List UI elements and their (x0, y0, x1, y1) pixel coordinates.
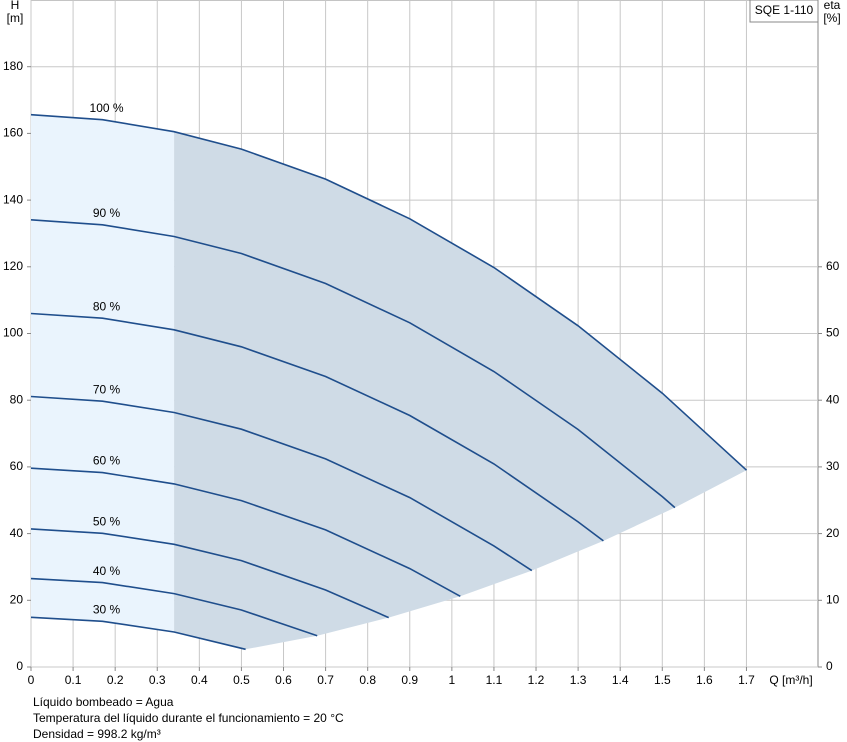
curve (30, 616, 246, 651)
curve (30, 219, 676, 509)
region-light (31, 114, 175, 632)
x-tick-label: 0.1 (65, 673, 82, 687)
y-tick-label: 20 (10, 592, 24, 606)
note: Densidad = 998.2 kg/m³ (33, 727, 161, 741)
y-axis-label: [m] (7, 11, 24, 25)
curve (30, 467, 461, 598)
y-tick-label: 100 (3, 326, 23, 340)
curves (30, 113, 748, 651)
x-tick-label: 0.4 (191, 673, 208, 687)
note: Líquido bombeado = Agua (33, 695, 174, 709)
curve-label: 70 % (93, 382, 121, 396)
y-tick-label: 160 (3, 126, 23, 140)
x-tick-label: 0.5 (233, 673, 250, 687)
y-tick-label: 180 (3, 59, 23, 73)
y2-tick-label: 40 (826, 392, 840, 406)
y2-tick-label: 60 (826, 259, 840, 273)
y-axis-label: H (11, 0, 20, 12)
curve (30, 312, 604, 542)
x-tick-label: 0 (28, 673, 35, 687)
curve-label: 90 % (93, 206, 121, 220)
curve-label: 50 % (93, 514, 121, 528)
x-tick-label: 0.7 (317, 673, 334, 687)
curve (30, 577, 318, 637)
curve-label: 80 % (93, 299, 121, 313)
legend-box (749, 0, 819, 23)
x-tick-label: 0.8 (359, 673, 376, 687)
x-tick-label: 1.6 (696, 673, 713, 687)
y2-tick-label: 20 (826, 526, 840, 540)
curve (30, 113, 748, 471)
x-tick-label: 1 (449, 673, 456, 687)
y-tick-label: 60 (10, 459, 24, 473)
x-tick-label: 0.3 (149, 673, 166, 687)
x-tick-label: 0.2 (107, 673, 124, 687)
y-tick-label: 40 (10, 526, 24, 540)
y-tick-label: 120 (3, 259, 23, 273)
chart: SQE 1-110 H [m] eta [%] Q [m³/h] 0 0.1 0.2… (3, 0, 841, 687)
y-tick-label: 80 (10, 392, 24, 406)
region-dark (174, 131, 747, 650)
y2-tick-label: 10 (826, 592, 840, 606)
x-tick-label: 1.3 (570, 673, 587, 687)
notes: Líquido bombeado = Agua Temperatura del … (33, 694, 344, 742)
note: Temperatura del líquido durante el funci… (33, 711, 344, 725)
curve (30, 395, 533, 572)
curve-label: 100 % (90, 101, 124, 115)
x-tick-label: 0.6 (275, 673, 292, 687)
x-axis-label: Q [m³/h] (769, 673, 812, 687)
y2-axis-label: [%] (823, 11, 840, 25)
x-tick-label: 1.5 (654, 673, 671, 687)
y2-tick-label: 30 (826, 459, 840, 473)
x-tick-label: 1.2 (528, 673, 545, 687)
x-tick-label: 1.7 (738, 673, 755, 687)
curve-label: 40 % (93, 564, 121, 578)
y-tick-label: 140 (3, 192, 23, 206)
legend-title: SQE 1-110 (755, 3, 814, 17)
x-tick-label: 1.4 (612, 673, 629, 687)
curve (30, 528, 390, 619)
regions (31, 114, 747, 650)
y-tick-label: 0 (16, 659, 23, 673)
y2-tick-label: 0 (826, 659, 833, 673)
y2-tick-label: 50 (826, 326, 840, 340)
curve-label: 60 % (93, 454, 121, 468)
curve-label: 30 % (93, 602, 121, 616)
x-tick-label: 1.1 (486, 673, 503, 687)
x-tick-label: 0.9 (401, 673, 418, 687)
y2-axis-label: eta (824, 0, 841, 12)
